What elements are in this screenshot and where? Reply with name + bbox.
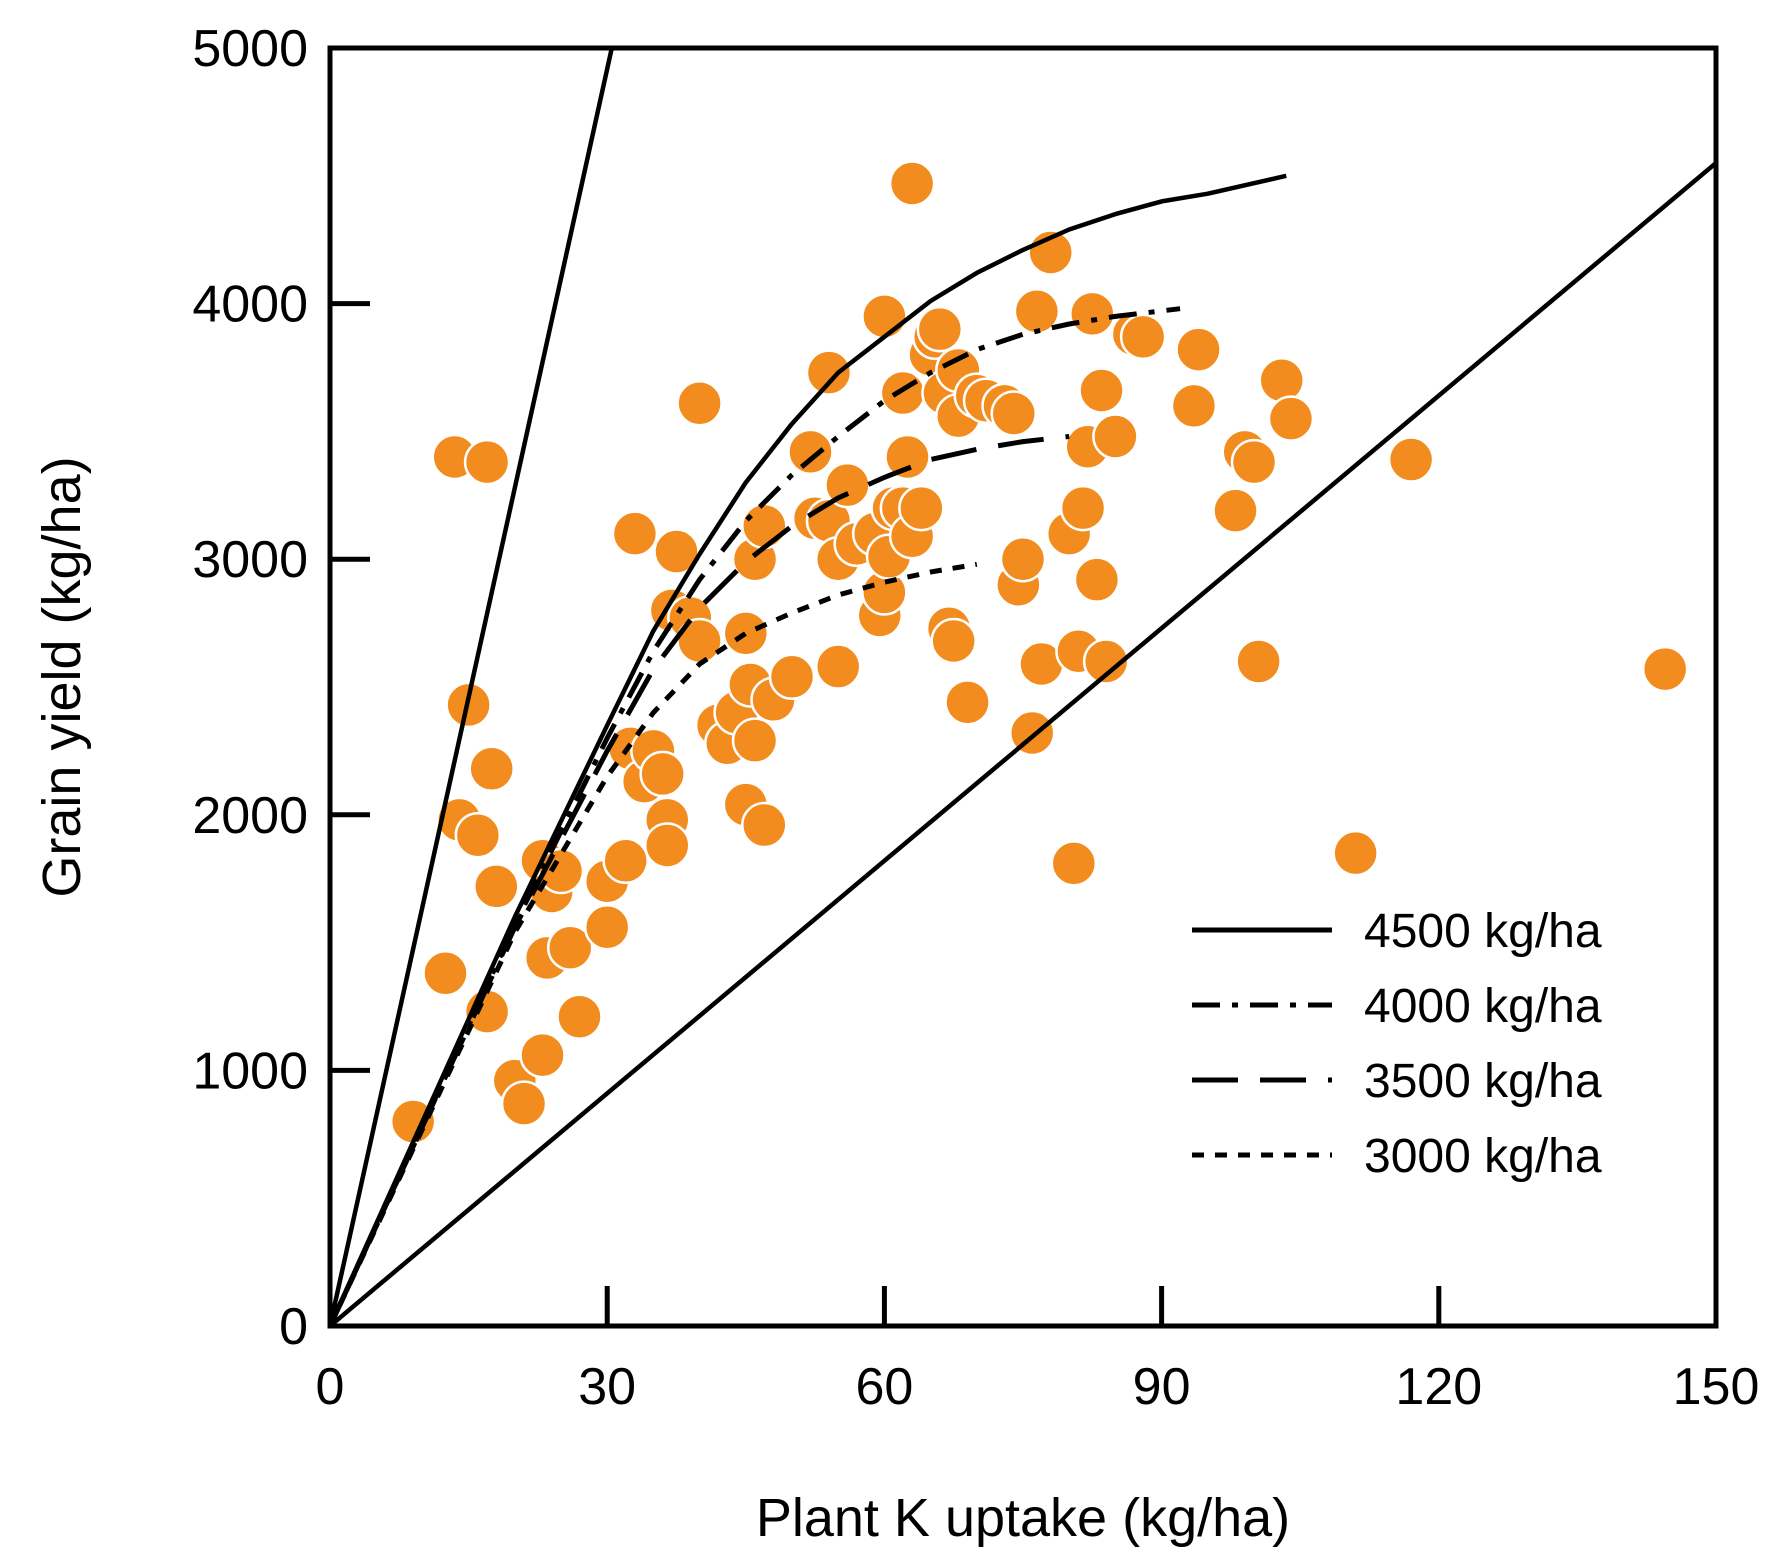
data-point bbox=[468, 745, 515, 793]
curves bbox=[330, 48, 1716, 1326]
data-point bbox=[805, 349, 853, 396]
data-point bbox=[1212, 487, 1259, 534]
data-point bbox=[1267, 395, 1315, 442]
curve-boundary-upper bbox=[330, 48, 614, 1326]
data-point bbox=[611, 510, 659, 557]
data-point bbox=[1230, 438, 1278, 486]
data-point bbox=[1069, 290, 1116, 338]
data-points bbox=[389, 160, 1689, 1145]
data-point bbox=[1073, 556, 1121, 603]
legend-label: 3000 kg/ha bbox=[1364, 1130, 1602, 1183]
legend-label: 3500 kg/ha bbox=[1364, 1055, 1602, 1108]
data-point bbox=[644, 822, 691, 869]
data-point bbox=[500, 1080, 548, 1127]
data-point bbox=[546, 924, 594, 971]
data-point bbox=[1082, 638, 1130, 685]
data-point bbox=[653, 528, 700, 575]
data-point bbox=[930, 617, 977, 665]
data-point bbox=[1092, 413, 1139, 460]
data-point bbox=[602, 837, 649, 885]
x-tick-label: 120 bbox=[1395, 1358, 1482, 1416]
data-point bbox=[1235, 638, 1282, 685]
y-axis-title: Grain yield (kg/ha) bbox=[32, 456, 92, 897]
legend-label: 4500 kg/ha bbox=[1364, 905, 1602, 958]
curve-3500-kg-ha bbox=[330, 434, 1070, 1326]
data-point bbox=[473, 863, 520, 910]
data-point bbox=[722, 610, 770, 657]
data-point bbox=[463, 438, 511, 486]
x-tick-label: 30 bbox=[578, 1358, 636, 1416]
data-point bbox=[999, 535, 1047, 583]
data-point bbox=[1332, 829, 1379, 877]
plot-frame bbox=[327, 45, 1719, 1329]
data-point bbox=[741, 801, 788, 849]
data-point bbox=[1119, 313, 1167, 361]
data-point bbox=[639, 750, 686, 798]
y-tick-label: 2000 bbox=[192, 787, 308, 845]
curve-3000-kg-ha bbox=[330, 561, 978, 1326]
x-tick-label: 0 bbox=[316, 1358, 345, 1416]
data-point bbox=[898, 484, 945, 532]
data-point bbox=[454, 811, 502, 859]
data-point bbox=[1170, 382, 1218, 430]
data-point bbox=[583, 904, 631, 951]
x-tick-label: 90 bbox=[1133, 1358, 1191, 1416]
data-point bbox=[519, 1031, 566, 1079]
y-tick-label: 3000 bbox=[192, 531, 308, 589]
axis-ticks: 0 30 60 90 120 150 0 1000 2000 3000 4000 5000 bbox=[192, 20, 1759, 1416]
curve-4000-kg-ha bbox=[330, 306, 1181, 1326]
data-point bbox=[1050, 840, 1098, 887]
data-point bbox=[741, 502, 788, 550]
data-point bbox=[879, 369, 927, 417]
curve-boundary-lower bbox=[330, 161, 1716, 1326]
data-point bbox=[422, 950, 469, 997]
data-point bbox=[990, 390, 1038, 437]
x-axis-title: Plant K uptake (kg/ha) bbox=[756, 1488, 1290, 1548]
data-point bbox=[944, 679, 991, 726]
data-point bbox=[731, 717, 779, 764]
x-tick-label: 60 bbox=[855, 1358, 913, 1416]
curve-4500-kg-ha bbox=[330, 173, 1287, 1326]
data-point bbox=[1175, 326, 1222, 373]
data-point bbox=[1258, 357, 1305, 404]
data-point bbox=[1641, 645, 1689, 693]
data-point bbox=[1387, 436, 1435, 483]
legend: 4500 kg/ha 4000 kg/ha 3500 kg/ha 3000 kg/ha bbox=[1192, 905, 1602, 1183]
y-tick-label: 5000 bbox=[192, 20, 308, 78]
data-point bbox=[768, 653, 816, 701]
data-point bbox=[1059, 484, 1107, 532]
data-point bbox=[1078, 367, 1125, 414]
legend-label: 4000 kg/ha bbox=[1364, 980, 1602, 1033]
x-tick-label: 150 bbox=[1673, 1358, 1760, 1416]
y-tick-label: 4000 bbox=[192, 276, 308, 334]
y-tick-label: 0 bbox=[279, 1298, 308, 1356]
data-point bbox=[787, 428, 834, 476]
data-point bbox=[556, 993, 603, 1040]
data-point bbox=[676, 380, 723, 427]
data-point bbox=[884, 433, 931, 481]
data-point bbox=[888, 160, 936, 207]
data-point bbox=[814, 643, 862, 690]
data-point bbox=[861, 293, 908, 340]
y-tick-label: 1000 bbox=[192, 1042, 308, 1100]
data-point bbox=[916, 305, 964, 353]
